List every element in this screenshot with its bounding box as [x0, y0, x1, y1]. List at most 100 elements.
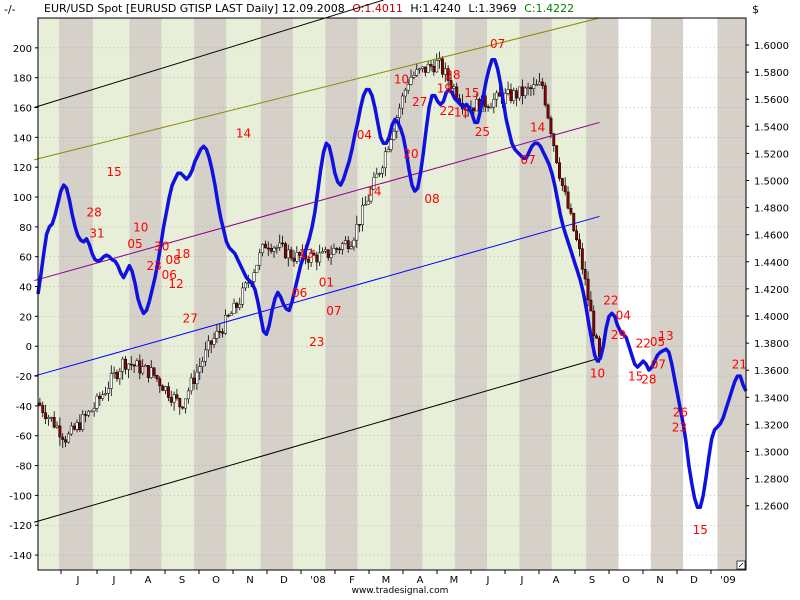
candle-body: [509, 89, 513, 101]
candle-body: [204, 349, 207, 362]
cycle-label: 07: [490, 37, 505, 51]
x-tick-label: D: [280, 575, 288, 586]
right-tick-label: 1.2600: [754, 502, 789, 513]
candle-body: [558, 162, 561, 179]
candle-body: [238, 304, 242, 308]
corner-handle-icon[interactable]: [4, 7, 12, 15]
candle-body: [412, 74, 416, 78]
cycle-label: 01: [319, 276, 334, 290]
cycle-label: 06: [162, 268, 177, 282]
candle-body: [312, 252, 316, 256]
candle-body: [55, 425, 59, 428]
candle-body: [443, 68, 447, 75]
candle-body: [406, 84, 410, 91]
right-tick-label: 1.3200: [754, 420, 789, 431]
candle-body: [555, 145, 559, 163]
left-tick-label: -40: [16, 402, 32, 413]
candle-body: [38, 402, 42, 406]
close-value: C:1.4222: [524, 2, 575, 15]
right-tick-label: 1.5200: [754, 149, 789, 160]
cycle-label: 13: [299, 247, 314, 261]
candle-body: [518, 86, 521, 99]
x-tick-label: O: [212, 575, 220, 586]
candle-body: [575, 230, 579, 240]
cycle-label: 28: [87, 205, 102, 219]
candle-body: [423, 66, 427, 73]
candle-body: [401, 95, 404, 109]
symbol-title: EUR/USD Spot [EURUSD GTISP LAST Daily]: [44, 2, 279, 15]
candle-body: [592, 310, 596, 337]
resize-icon[interactable]: [736, 560, 746, 570]
candle-body: [486, 106, 490, 108]
candle-body: [392, 130, 396, 140]
candle-body: [398, 107, 402, 119]
candle-body: [352, 239, 356, 248]
candle-body: [286, 249, 290, 259]
candle-body: [129, 363, 133, 366]
x-tick-label: A: [553, 575, 560, 586]
candle-body: [506, 89, 510, 94]
candle-body: [523, 87, 527, 96]
cycle-label: 11: [454, 105, 469, 119]
candle-body: [549, 117, 553, 134]
cycle-label: 04: [616, 308, 631, 322]
candle-body: [349, 246, 353, 249]
cycle-band: [519, 18, 552, 570]
x-tick-label: '08: [310, 575, 325, 586]
low-value: L:1.3969: [468, 2, 517, 15]
right-tick-label: 1.3800: [754, 339, 789, 350]
cycle-label: 10: [590, 367, 605, 381]
left-tick-label: -140: [9, 551, 32, 562]
candle-body: [532, 84, 536, 89]
candle-body: [221, 331, 225, 334]
candle-body: [361, 204, 364, 225]
left-axis: 200180160140120100806040200-20-40-60-80-…: [9, 44, 38, 562]
candle-body: [44, 412, 48, 419]
candle-body: [67, 433, 70, 443]
left-tick-label: -120: [9, 521, 32, 532]
candle-body: [106, 388, 110, 394]
candle-body: [75, 422, 79, 430]
candle-body: [255, 264, 259, 273]
candle-body: [186, 390, 190, 400]
candle-body: [418, 68, 422, 71]
candle-body: [386, 149, 390, 153]
cycle-label: 15: [464, 86, 479, 100]
candle-body: [189, 377, 193, 392]
x-tick-label: S: [179, 575, 185, 586]
left-tick-label: 140: [13, 133, 32, 144]
right-tick-label: 1.3400: [754, 393, 789, 404]
candle-body: [64, 439, 68, 443]
right-axis: 1.6000 1.5800 1.5600 1.5400 1.5200 1.5000 1.48…: [746, 41, 789, 513]
symbol-header: EUR/USD Spot [EURUSD GTISP LAST Daily] 1…: [44, 2, 574, 15]
candle-body: [586, 278, 590, 301]
candle-body: [306, 258, 310, 263]
candle-body: [535, 84, 539, 86]
candle-body: [181, 406, 185, 409]
candle-body: [383, 151, 387, 169]
left-tick-label: 100: [13, 193, 32, 204]
candle-body: [363, 204, 367, 206]
candle-body: [84, 414, 88, 416]
candle-body: [281, 242, 285, 245]
candle-body: [515, 90, 519, 99]
candle-body: [326, 249, 330, 258]
candle-body: [375, 173, 379, 178]
candle-body: [529, 87, 533, 89]
cycle-label: 25: [475, 125, 490, 139]
candle-body: [252, 272, 256, 282]
candle-body: [135, 360, 139, 367]
cycle-label: 15: [628, 370, 643, 384]
candle-body: [429, 64, 433, 67]
candle-body: [72, 425, 76, 430]
candle-body: [369, 188, 373, 202]
x-tick-label: J: [112, 575, 116, 586]
candle-body: [278, 242, 282, 248]
cycle-label: 04: [357, 128, 372, 142]
cycle-label: 20: [403, 147, 418, 161]
channel-line-upper_olive: [34, 17, 600, 161]
right-tick-label: 1.5400: [754, 122, 789, 133]
oscillator-line: [36, 58, 748, 510]
